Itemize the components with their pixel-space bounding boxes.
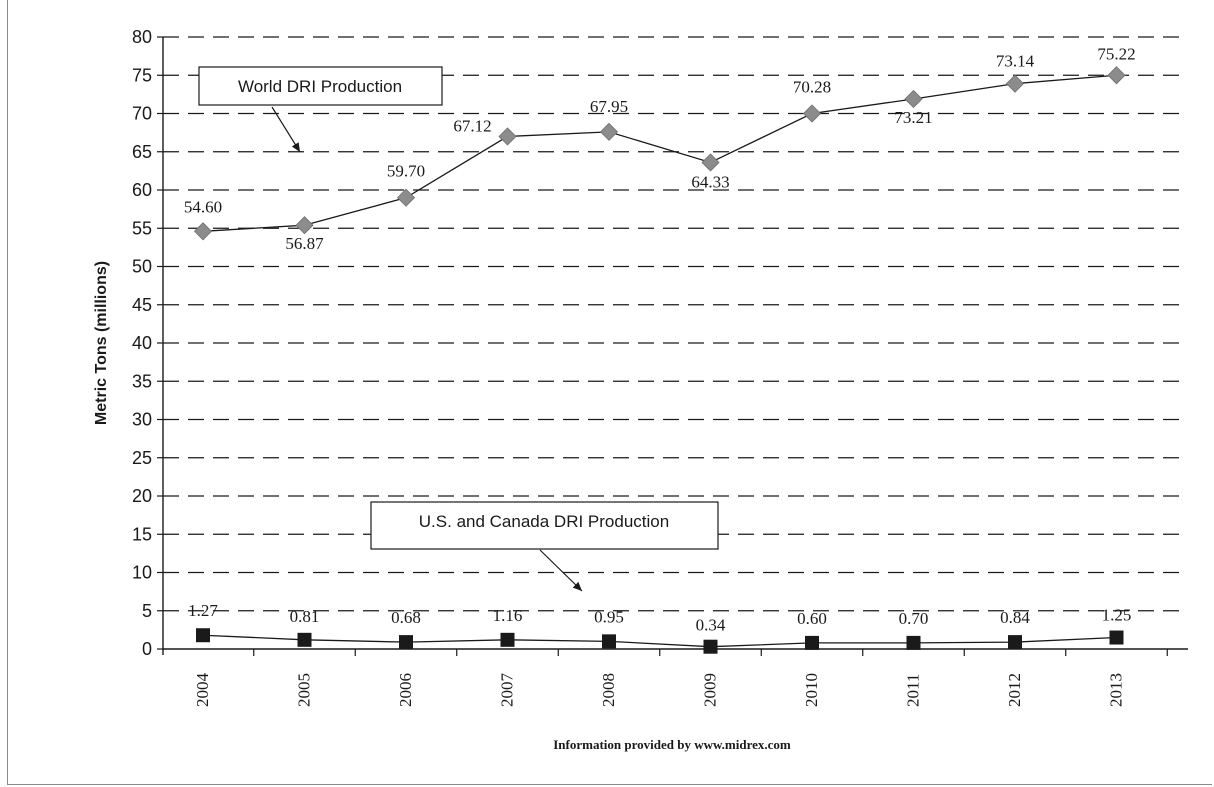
world-data-label: 67.95 [590, 97, 628, 116]
source-note: Information provided by www.midrex.com [553, 737, 791, 752]
x-axis-ticks: 2004 2005 2006 2007 2008 2009 2010 2011 2012 2013 [193, 673, 1126, 708]
y-tick-label: 70 [132, 104, 152, 124]
world-data-label: 56.87 [285, 234, 324, 253]
us-canada-square-marker [703, 639, 718, 654]
world-diamond-marker [1005, 74, 1025, 93]
x-tick-label: 2012 [1005, 673, 1024, 707]
us-canada-data-label: 0.81 [290, 607, 320, 626]
x-tick-label: 2009 [701, 673, 720, 707]
us-canada-data-label: 0.60 [797, 609, 827, 628]
annotations: World DRI Production U.S. and Canada DRI … [198, 66, 719, 592]
us-canada-data-label: 0.34 [696, 616, 726, 635]
world-callout-text: World DRI Production [238, 77, 402, 96]
x-tick-label: 2010 [802, 673, 821, 707]
world-data-label: 67.12 [453, 116, 491, 135]
us-canada-square-marker [1008, 635, 1022, 650]
us-canada-data-label: 0.95 [594, 607, 624, 626]
us-canada-callout-arrow-line [539, 549, 583, 592]
y-tick-label: 25 [132, 448, 152, 468]
us-canada-square-marker [1109, 630, 1124, 645]
y-tick-label: 65 [132, 142, 152, 162]
us-canada-square-marker [196, 628, 210, 643]
world-data-label: 59.70 [387, 162, 425, 181]
us-canada-data-label: 1.27 [188, 601, 218, 620]
us-canada-square-marker [602, 634, 616, 649]
x-tick-label: 2007 [498, 673, 517, 708]
y-tick-label: 35 [132, 371, 152, 391]
us-canada-data-label: 0.68 [391, 608, 421, 627]
y-axis-label: Metric Tons (millions) [93, 261, 110, 425]
us-canada-callout-text: U.S. and Canada DRI Production [419, 512, 669, 531]
us-canada-data-label: 1.16 [493, 606, 523, 625]
y-tick-label: 30 [132, 410, 152, 430]
x-tick-label: 2013 [1107, 673, 1126, 707]
x-tick-label: 2006 [396, 673, 415, 707]
y-tick-label: 40 [132, 333, 152, 353]
us-canada-square-marker [805, 635, 819, 650]
us-canada-square-marker [906, 635, 921, 650]
us-canada-callout-arrowhead [572, 581, 582, 591]
y-tick-label: 50 [132, 257, 152, 277]
y-tick-label: 80 [132, 27, 152, 47]
x-tick-label: 2005 [295, 673, 314, 707]
series-group [193, 66, 1126, 654]
x-tick-label: 2004 [193, 673, 212, 708]
x-tick-label: 2008 [599, 673, 618, 707]
us-canada-square-marker [399, 635, 413, 650]
world-data-label: 70.28 [793, 78, 831, 97]
data-labels: 54.60 56.87 59.70 67.12 67.95 64.33 70.28 73.21… [184, 44, 1136, 634]
y-tick-label: 0 [142, 639, 152, 659]
chart-frame [7, 0, 1212, 785]
y-tick-label: 10 [132, 563, 152, 583]
world-diamond-marker [1107, 66, 1126, 85]
x-tick-label: 2011 [904, 674, 923, 707]
us-canada-callout-box [370, 501, 719, 550]
world-diamond-marker [701, 153, 720, 172]
world-data-label: 73.21 [894, 108, 932, 127]
world-data-label: 75.22 [1097, 44, 1135, 63]
us-canada-square-marker [500, 632, 515, 647]
y-tick-label: 15 [132, 524, 152, 544]
y-axis-ticks: 0 5 10 15 20 25 30 35 40 45 50 55 60 65 70 75 80 [132, 27, 152, 659]
y-tick-label: 60 [132, 180, 152, 200]
world-diamond-marker [498, 127, 517, 146]
world-data-label: 64.33 [691, 172, 729, 191]
world-diamond-marker [904, 89, 923, 109]
world-data-label: 54.60 [184, 197, 222, 216]
axes [157, 36, 1188, 656]
y-tick-label: 55 [132, 218, 152, 238]
us-canada-data-label: 0.84 [1000, 608, 1030, 627]
us-canada-data-label: 0.70 [899, 609, 929, 628]
y-tick-label: 20 [132, 486, 152, 506]
world-diamond-marker [599, 122, 619, 141]
us-canada-series-line [202, 634, 1117, 648]
world-data-label: 73.14 [996, 52, 1035, 71]
world-diamond-marker [193, 222, 213, 241]
y-tick-label: 5 [142, 601, 152, 621]
world-series-line [202, 74, 1117, 232]
world-diamond-marker [802, 104, 822, 123]
us-canada-square-marker [297, 632, 312, 647]
y-tick-label: 75 [132, 65, 152, 85]
y-tick-label: 45 [132, 295, 152, 315]
world-diamond-marker [396, 188, 416, 207]
us-canada-data-label: 1.25 [1102, 606, 1132, 625]
world-diamond-marker [295, 216, 314, 235]
world-callout-arrowhead [291, 142, 300, 152]
world-callout-box [198, 66, 443, 106]
